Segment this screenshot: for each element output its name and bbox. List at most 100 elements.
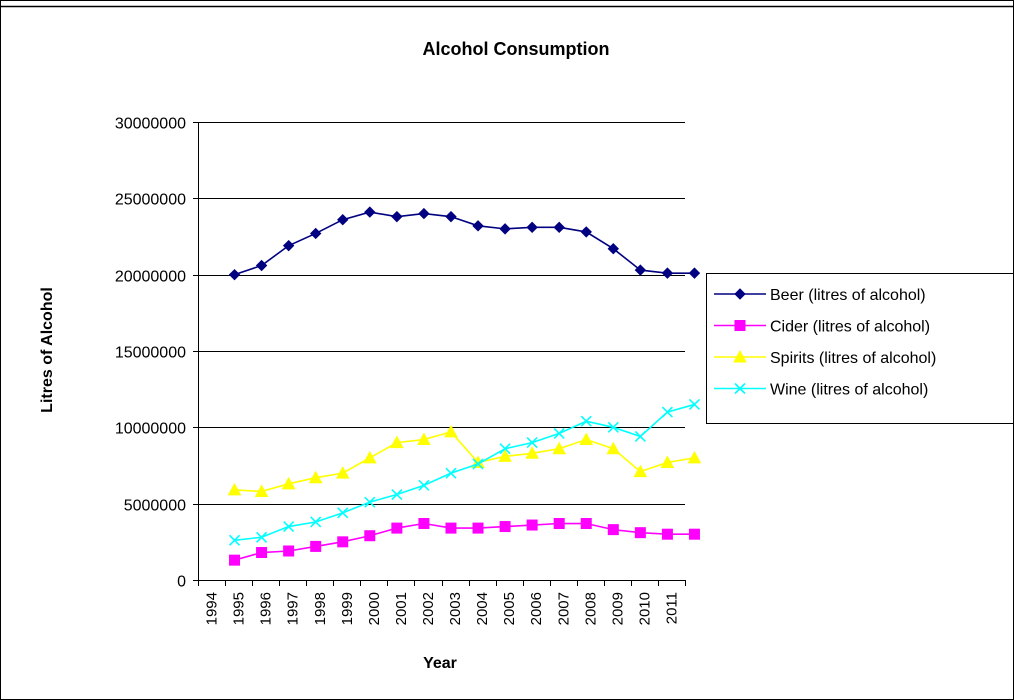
data-point [607, 243, 620, 255]
data-point [337, 213, 349, 226]
y-axis-label: Litres of Alcohol [39, 287, 56, 413]
data-point [525, 446, 539, 459]
x-tick-label: 2009 [609, 592, 626, 625]
x-tick-label: 2011 [663, 592, 680, 624]
data-point [733, 349, 747, 363]
data-point [634, 430, 646, 443]
data-point [309, 227, 322, 240]
x-tick-labels: 1994 1995 1996 1997 1998 1999 2000 2001 2002 2003… [204, 592, 681, 625]
gridlines [198, 122, 685, 505]
data-point [228, 534, 241, 546]
x-tick-label: 2008 [582, 592, 599, 625]
x-tick-label: 2004 [474, 592, 491, 625]
x-axis-label: Year [423, 655, 457, 672]
data-point [256, 547, 268, 559]
data-point [281, 476, 296, 490]
data-point [228, 268, 241, 281]
data-point [498, 449, 512, 462]
data-point [310, 540, 322, 552]
legend-item-3: Wine (litres of alcohol) [714, 382, 928, 399]
data-point [283, 521, 295, 533]
legend-label: Spirits (litres of alcohol) [770, 350, 936, 367]
x-tick-label: 2003 [447, 592, 464, 625]
x-tick-label: 1996 [258, 592, 275, 625]
data-point [472, 522, 484, 534]
data-point [418, 518, 430, 530]
data-point [607, 421, 619, 433]
data-point [688, 398, 701, 410]
data-point [472, 220, 484, 232]
data-point [364, 530, 376, 542]
y-tick-label: 25000000 [115, 192, 186, 209]
data-point [553, 427, 565, 440]
data-point [552, 441, 567, 455]
data-point [580, 518, 592, 530]
data-point [633, 464, 648, 478]
data-point [283, 545, 295, 557]
series [227, 206, 702, 566]
data-point [444, 424, 458, 438]
data-point [688, 267, 701, 279]
data-point [364, 206, 376, 218]
series-line [234, 211, 695, 276]
data-point [526, 221, 538, 234]
data-point [362, 450, 377, 464]
y-tick-label: 5000000 [124, 498, 186, 515]
data-point [661, 267, 674, 279]
data-point [256, 531, 268, 543]
data-point [688, 528, 700, 540]
data-point [335, 466, 350, 479]
data-point [282, 239, 295, 252]
y-tick-label: 10000000 [115, 421, 186, 438]
series-0 [228, 206, 701, 281]
data-point [391, 522, 403, 534]
data-point [310, 516, 322, 528]
data-point [553, 221, 565, 234]
x-tick-label: 1995 [231, 592, 248, 625]
data-point [364, 496, 376, 508]
data-point [634, 264, 647, 276]
data-point [661, 406, 673, 418]
data-point [418, 207, 430, 220]
data-point [553, 518, 565, 530]
data-point [580, 415, 592, 427]
data-point [390, 435, 404, 449]
data-point [499, 223, 511, 235]
data-point [417, 432, 431, 446]
data-point [255, 259, 268, 272]
y-tick-label: 20000000 [115, 269, 186, 286]
data-point [580, 226, 592, 238]
data-point [579, 432, 594, 446]
legend-item-1: Cider (litres of alcohol) [714, 319, 930, 336]
data-point [734, 288, 746, 300]
legend-item-2: Spirits (litres of alcohol) [714, 349, 936, 367]
legend-item-0: Beer (litres of alcohol) [714, 287, 926, 304]
data-point [391, 488, 403, 501]
data-point [445, 210, 457, 223]
data-point [254, 484, 269, 497]
data-point [634, 527, 646, 539]
y-tick-label: 15000000 [115, 345, 186, 362]
x-tick-label: 2010 [636, 592, 653, 625]
series-line [234, 403, 695, 542]
legend-box [706, 273, 1014, 424]
series-1 [229, 518, 700, 566]
y-tick-labels: 0 5000000 10000000 15000000 20000000 25000000… [115, 116, 186, 591]
x-tick-label: 2007 [555, 592, 572, 625]
data-point [606, 441, 621, 455]
x-tick-label: 1999 [339, 592, 356, 625]
data-point [445, 467, 457, 479]
data-point [526, 437, 538, 449]
x-tick-label: 1997 [285, 592, 302, 625]
series-3 [228, 398, 701, 546]
data-point [734, 382, 746, 395]
x-tick-label: 2005 [501, 592, 518, 625]
series-2 [227, 424, 702, 497]
legend-label: Cider (litres of alcohol) [770, 319, 930, 336]
legend: Beer (litres of alcohol) Cider (litres of… [714, 287, 936, 399]
data-point [229, 554, 241, 566]
data-point [391, 210, 403, 223]
data-point [472, 458, 484, 470]
x-tick-label: 2006 [528, 592, 545, 625]
